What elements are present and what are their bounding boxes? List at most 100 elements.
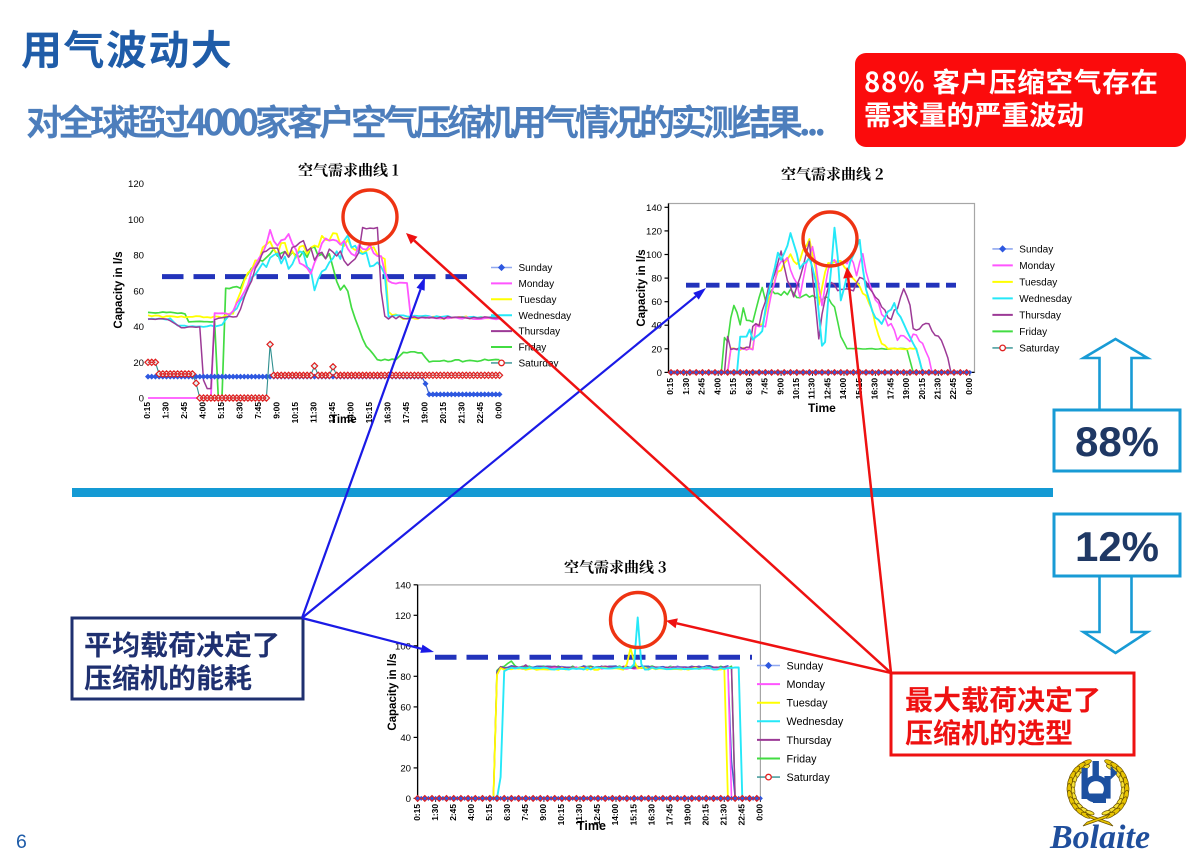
- svg-text:Monday: Monday: [1019, 261, 1055, 272]
- svg-text:15:15: 15:15: [364, 402, 374, 424]
- svg-text:7:45: 7:45: [520, 804, 530, 821]
- svg-text:10:15: 10:15: [290, 402, 300, 424]
- svg-text:Thursday: Thursday: [519, 327, 561, 338]
- svg-text:60: 60: [133, 286, 144, 297]
- svg-text:19:00: 19:00: [420, 402, 430, 424]
- svg-text:Saturday: Saturday: [787, 772, 831, 784]
- svg-text:0:15: 0:15: [665, 378, 675, 395]
- svg-text:1:30: 1:30: [430, 804, 440, 821]
- svg-text:40: 40: [400, 733, 411, 744]
- svg-text:Wednesday: Wednesday: [1019, 294, 1072, 305]
- svg-text:20: 20: [133, 358, 144, 369]
- svg-text:6:30: 6:30: [235, 402, 245, 419]
- svg-text:14:00: 14:00: [838, 378, 848, 400]
- svg-text:0:00: 0:00: [755, 804, 765, 821]
- svg-text:5:15: 5:15: [484, 804, 494, 821]
- svg-text:14:00: 14:00: [346, 402, 356, 424]
- svg-text:Saturday: Saturday: [519, 359, 559, 370]
- svg-text:12:45: 12:45: [327, 402, 337, 424]
- svg-text:40: 40: [133, 322, 144, 333]
- svg-text:Capacity in l/s: Capacity in l/s: [387, 653, 399, 730]
- svg-text:1:30: 1:30: [161, 402, 171, 419]
- svg-text:4:00: 4:00: [466, 804, 476, 821]
- svg-text:5:15: 5:15: [216, 402, 226, 419]
- svg-text:Friday: Friday: [1019, 327, 1047, 338]
- svg-text:1:30: 1:30: [681, 378, 691, 395]
- svg-text:14:00: 14:00: [610, 804, 620, 826]
- svg-text:17:45: 17:45: [885, 378, 895, 400]
- svg-text:80: 80: [133, 251, 144, 262]
- svg-text:0:00: 0:00: [964, 378, 974, 395]
- svg-text:19:00: 19:00: [901, 378, 911, 400]
- svg-text:22:45: 22:45: [737, 804, 747, 826]
- svg-text:20:15: 20:15: [700, 804, 710, 826]
- svg-text:88%: 88%: [1075, 418, 1159, 465]
- svg-text:16:30: 16:30: [383, 402, 393, 424]
- svg-text:100: 100: [395, 641, 411, 652]
- svg-text:0: 0: [139, 394, 144, 405]
- svg-text:Sunday: Sunday: [519, 263, 553, 274]
- svg-text:22:45: 22:45: [948, 378, 958, 400]
- svg-text:0: 0: [406, 794, 411, 805]
- svg-text:17:45: 17:45: [401, 402, 411, 424]
- svg-text:Monday: Monday: [787, 679, 826, 691]
- svg-text:10:15: 10:15: [556, 804, 566, 826]
- svg-text:Thursday: Thursday: [787, 735, 833, 747]
- svg-text:2:45: 2:45: [697, 378, 707, 395]
- svg-text:21:30: 21:30: [933, 378, 943, 400]
- svg-text:Wednesday: Wednesday: [787, 716, 844, 728]
- svg-text:17:45: 17:45: [664, 804, 674, 826]
- svg-text:Sunday: Sunday: [1019, 245, 1053, 256]
- svg-text:Tuesday: Tuesday: [787, 698, 829, 710]
- svg-text:21:30: 21:30: [719, 804, 729, 826]
- svg-text:40: 40: [651, 321, 662, 332]
- svg-text:120: 120: [646, 226, 662, 237]
- svg-text:0:15: 0:15: [412, 804, 422, 821]
- svg-text:22:45: 22:45: [475, 402, 485, 424]
- svg-text:Time: Time: [330, 414, 357, 426]
- svg-text:Wednesday: Wednesday: [519, 311, 572, 322]
- svg-text:100: 100: [128, 215, 144, 226]
- svg-text:Bolaite: Bolaite: [1049, 819, 1150, 856]
- svg-text:2:45: 2:45: [448, 804, 458, 821]
- svg-text:Friday: Friday: [787, 753, 818, 765]
- svg-text:9:00: 9:00: [538, 804, 548, 821]
- svg-text:6:30: 6:30: [502, 804, 512, 821]
- svg-text:20:15: 20:15: [438, 402, 448, 424]
- svg-text:6: 6: [16, 831, 27, 853]
- svg-text:11:30: 11:30: [309, 402, 319, 423]
- svg-text:Tuesday: Tuesday: [519, 295, 557, 306]
- svg-text:16:30: 16:30: [870, 378, 880, 400]
- svg-text:5:15: 5:15: [728, 378, 738, 395]
- svg-text:0: 0: [657, 368, 662, 379]
- svg-text:4:00: 4:00: [198, 402, 208, 419]
- svg-text:80: 80: [400, 672, 411, 683]
- svg-text:80: 80: [651, 274, 662, 285]
- svg-text:120: 120: [128, 179, 144, 190]
- svg-text:Saturday: Saturday: [1019, 344, 1059, 355]
- svg-text:7:45: 7:45: [760, 378, 770, 395]
- svg-text:Time: Time: [808, 401, 836, 415]
- svg-text:15:15: 15:15: [854, 378, 864, 400]
- svg-text:15:15: 15:15: [628, 804, 638, 826]
- svg-text:12%: 12%: [1075, 523, 1159, 570]
- svg-text:0:00: 0:00: [494, 402, 504, 419]
- svg-text:12:45: 12:45: [592, 804, 602, 826]
- svg-text:7:45: 7:45: [253, 402, 263, 419]
- svg-text:0:15: 0:15: [142, 402, 152, 419]
- svg-text:6:30: 6:30: [744, 378, 754, 395]
- svg-text:Tuesday: Tuesday: [1019, 278, 1057, 289]
- svg-text:100: 100: [646, 250, 662, 261]
- svg-text:Capacity in l/s: Capacity in l/s: [636, 249, 648, 326]
- svg-text:140: 140: [646, 203, 662, 214]
- svg-text:10:15: 10:15: [791, 378, 801, 400]
- svg-text:120: 120: [395, 611, 411, 622]
- svg-text:12:45: 12:45: [822, 378, 832, 400]
- svg-text:Monday: Monday: [519, 279, 555, 290]
- svg-text:21:30: 21:30: [457, 402, 467, 424]
- svg-text:9:00: 9:00: [272, 402, 282, 419]
- svg-text:60: 60: [400, 702, 411, 713]
- svg-text:2:45: 2:45: [179, 402, 189, 419]
- svg-text:9:00: 9:00: [775, 378, 785, 395]
- svg-text:16:30: 16:30: [646, 804, 656, 826]
